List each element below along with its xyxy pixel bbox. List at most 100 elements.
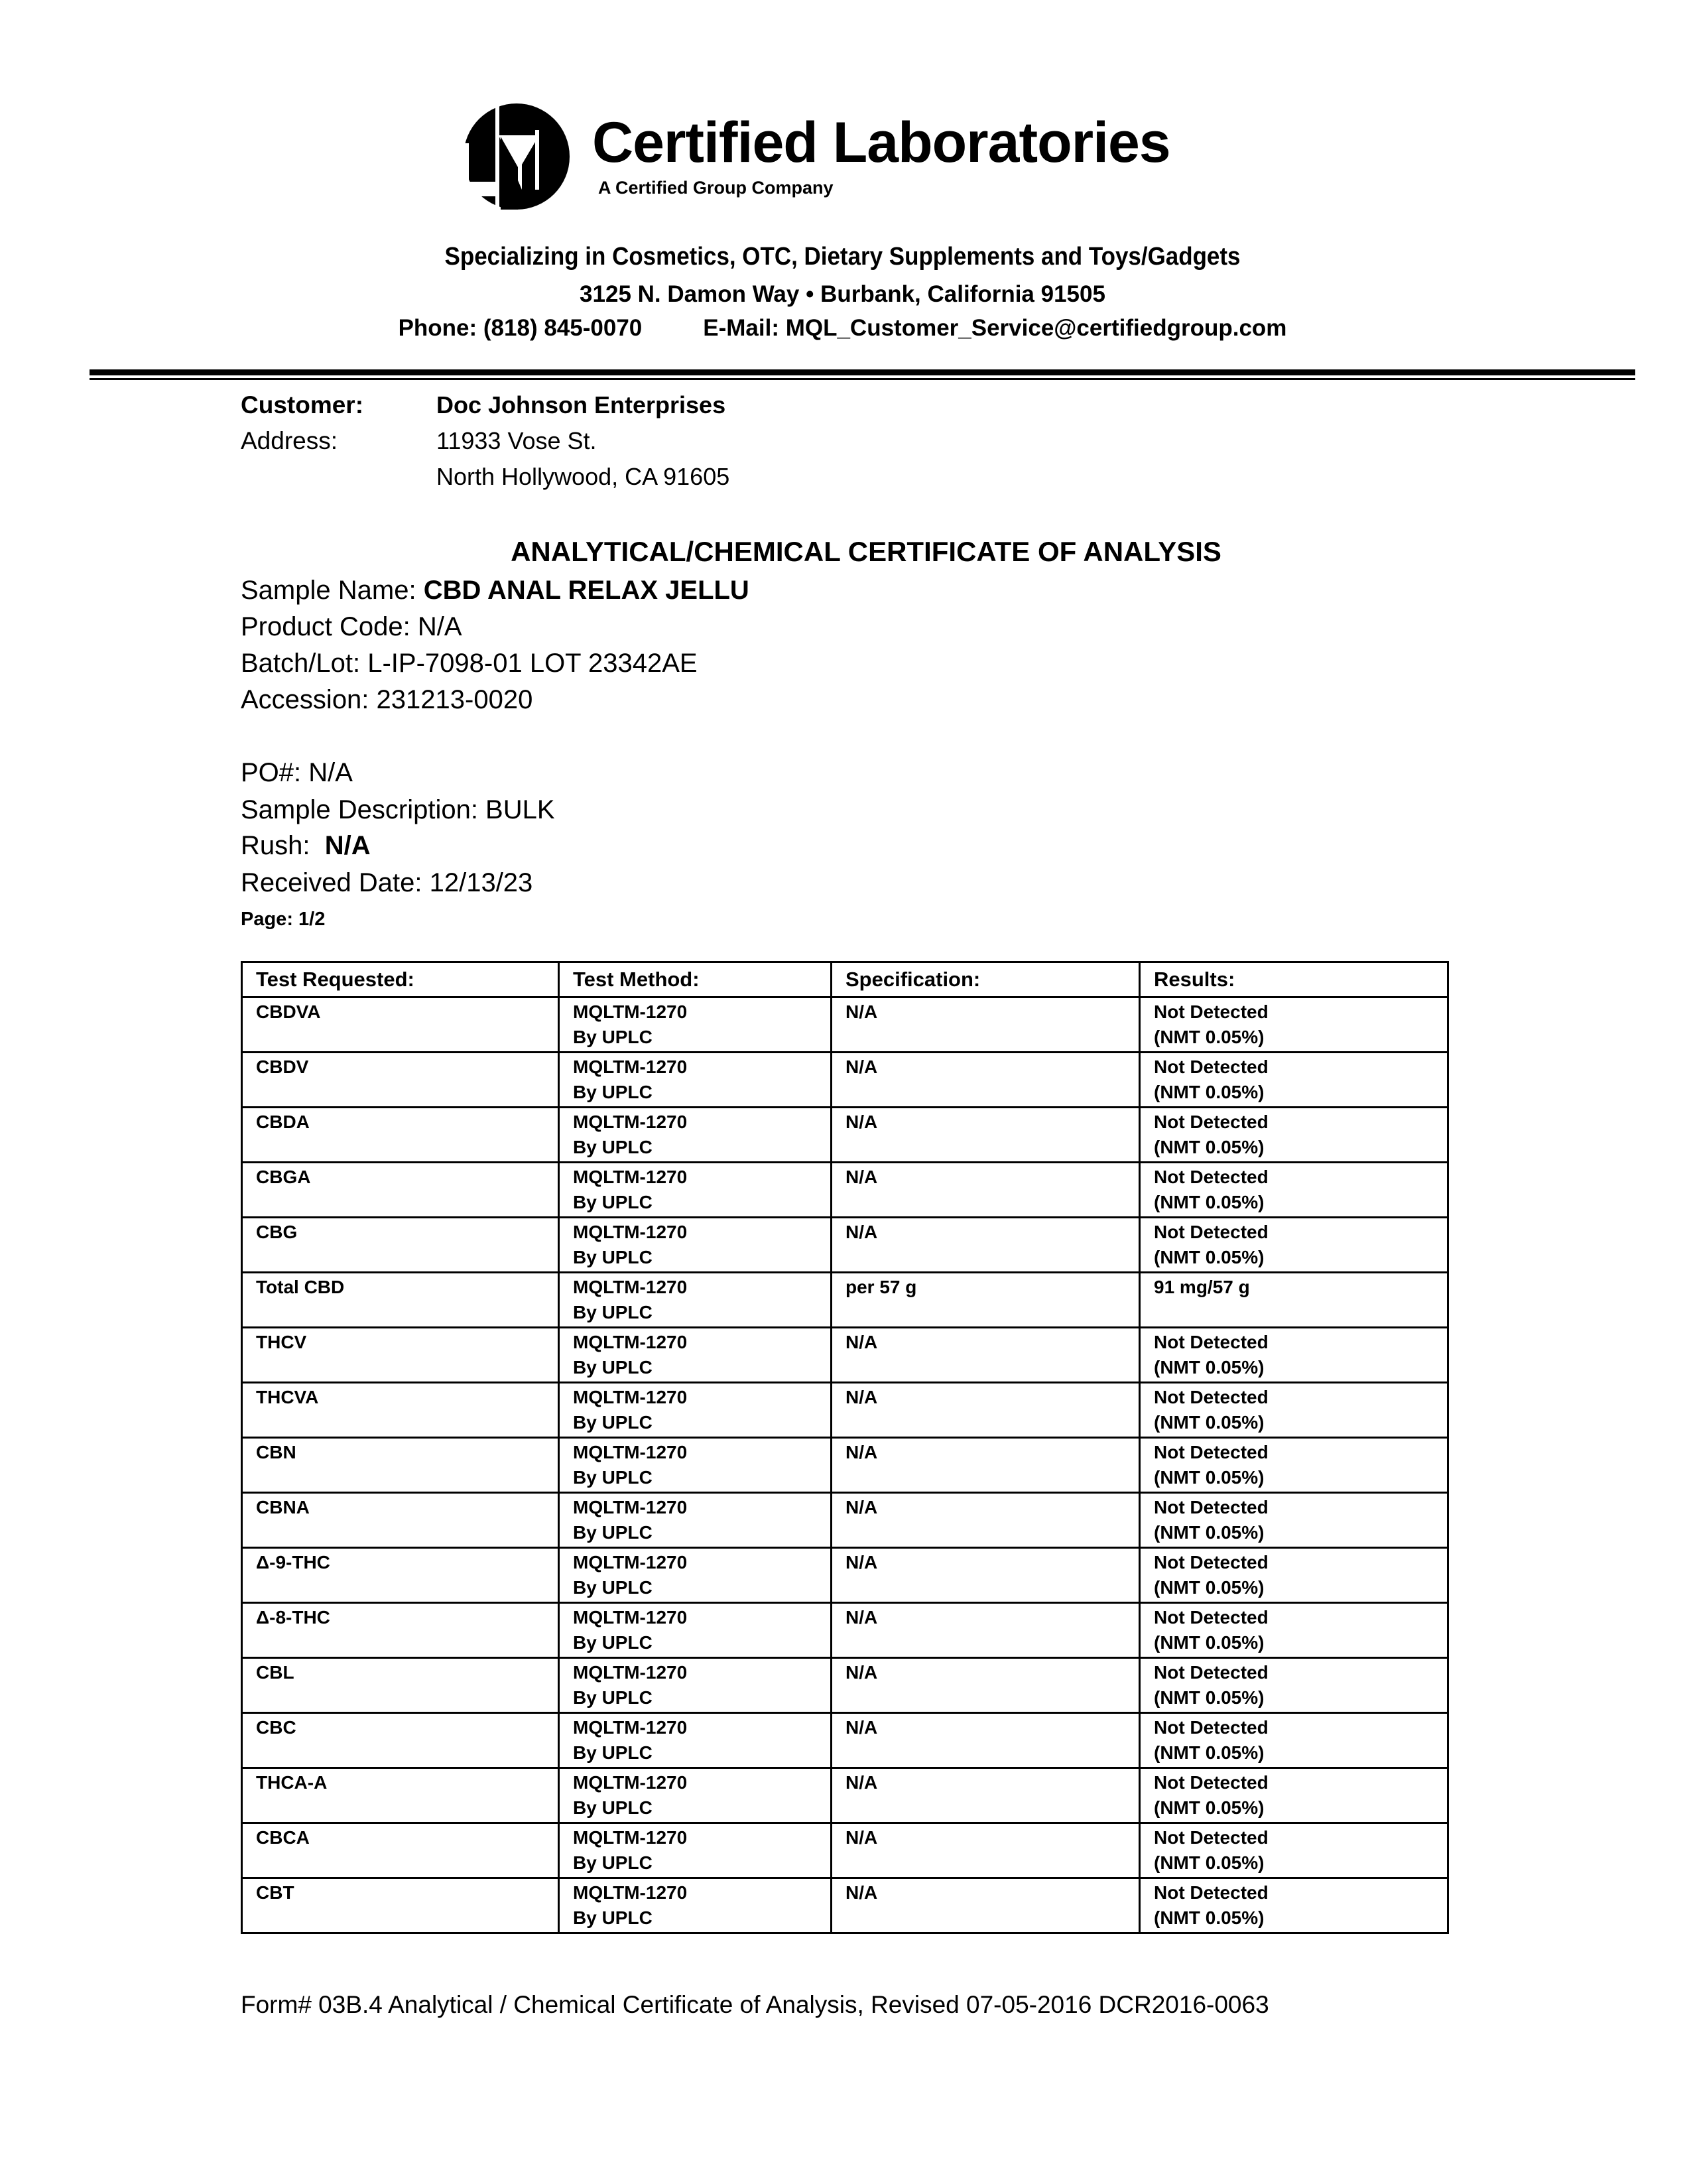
method-code: MQLTM-1270 — [573, 1112, 688, 1132]
cell-result: Not Detected (NMT 0.05%) — [1139, 1326, 1449, 1383]
sample-name: Sample Name: CBD ANAL RELAX JELLU — [241, 576, 749, 606]
cell-method: MQLTM-1270 By UPLC — [558, 1657, 832, 1714]
result-value: Not Detected — [1154, 1332, 1269, 1352]
result-limit: (NMT 0.05%) — [1154, 1467, 1265, 1488]
cell-result: Not Detected (NMT 0.05%) — [1139, 1602, 1449, 1659]
test-name: CBC — [256, 1717, 296, 1738]
method-technique: By UPLC — [573, 1797, 653, 1818]
cell-method: MQLTM-1270 By UPLC — [558, 1492, 832, 1549]
cell-spec: N/A — [830, 1822, 1141, 1879]
cell-test: CBT — [241, 1877, 560, 1934]
lab-email: E-Mail: MQL_Customer_Service@certifiedgr… — [703, 315, 1287, 341]
header-test-method: Test Method: — [558, 961, 832, 998]
result-limit: (NMT 0.05%) — [1154, 1357, 1265, 1378]
cell-spec: N/A — [830, 1877, 1141, 1934]
method-technique: By UPLC — [573, 1742, 653, 1763]
result-value: Not Detected — [1154, 1442, 1269, 1462]
cell-test: CBG — [241, 1216, 560, 1273]
cell-result: Not Detected (NMT 0.05%) — [1139, 1216, 1449, 1273]
method-technique: By UPLC — [573, 1687, 653, 1708]
cell-method: MQLTM-1270 By UPLC — [558, 1602, 832, 1659]
test-name: Δ-9-THC — [256, 1552, 330, 1573]
method-technique: By UPLC — [573, 1357, 653, 1378]
sample-description: Sample Description: BULK — [241, 795, 555, 824]
table-row: CBCA MQLTM-1270 By UPLC N/A Not Detected (NMT… — [241, 1822, 1449, 1879]
cell-test: CBGA — [241, 1161, 560, 1218]
test-name: CBDV — [256, 1057, 309, 1077]
test-name: CBCA — [256, 1827, 310, 1848]
header-divider — [90, 369, 1635, 375]
table-row: THCA-A MQLTM-1270 By UPLC N/A Not Detected (N… — [241, 1767, 1449, 1824]
lab-contact: Phone: (818) 845-0070 E-Mail: MQL_Custome… — [0, 315, 1685, 342]
document-title: ANALYTICAL/CHEMICAL CERTIFICATE OF ANALY… — [511, 536, 1221, 567]
result-value: Not Detected — [1154, 1882, 1269, 1903]
specification: N/A — [845, 1717, 878, 1738]
cell-test: CBC — [241, 1712, 560, 1769]
specification: N/A — [845, 1827, 878, 1848]
test-name: CBL — [256, 1662, 294, 1683]
result-value: Not Detected — [1154, 1662, 1269, 1683]
test-name: Total CBD — [256, 1277, 345, 1297]
address-label: Address: — [241, 427, 338, 454]
cell-spec: N/A — [830, 996, 1141, 1053]
test-name: CBG — [256, 1222, 298, 1242]
customer-label: Customer: — [241, 391, 364, 418]
method-code: MQLTM-1270 — [573, 1827, 688, 1848]
specification: N/A — [845, 1387, 878, 1407]
specification: N/A — [845, 1882, 878, 1903]
cell-test: Δ-9-THC — [241, 1547, 560, 1604]
cell-spec: N/A — [830, 1602, 1141, 1659]
cell-spec: N/A — [830, 1492, 1141, 1549]
method-code: MQLTM-1270 — [573, 1332, 688, 1352]
specification: N/A — [845, 1332, 878, 1352]
result-limit: (NMT 0.05%) — [1154, 1577, 1265, 1598]
cell-method: MQLTM-1270 By UPLC — [558, 1381, 832, 1439]
test-name: THCVA — [256, 1387, 319, 1407]
cell-spec: N/A — [830, 1437, 1141, 1494]
result-value: Not Detected — [1154, 1497, 1269, 1517]
method-code: MQLTM-1270 — [573, 1717, 688, 1738]
result-value: Not Detected — [1154, 1001, 1269, 1022]
lab-specialty: Specializing in Cosmetics, OTC, Dietary … — [444, 243, 1241, 271]
lab-address: 3125 N. Damon Way • Burbank, California … — [580, 281, 1105, 307]
result-value: Not Detected — [1154, 1772, 1269, 1793]
result-limit: (NMT 0.05%) — [1154, 1027, 1265, 1047]
cell-method: MQLTM-1270 By UPLC — [558, 1877, 832, 1934]
method-technique: By UPLC — [573, 1137, 653, 1157]
rush-label: Rush: — [241, 831, 310, 860]
table-row: CBNA MQLTM-1270 By UPLC N/A Not Detected (NMT… — [241, 1492, 1449, 1549]
result-value: Not Detected — [1154, 1827, 1269, 1848]
cell-method: MQLTM-1270 By UPLC — [558, 1822, 832, 1879]
method-code: MQLTM-1270 — [573, 1607, 688, 1628]
result-value: 91 mg/57 g — [1154, 1277, 1250, 1297]
cell-spec: per 57 g — [830, 1271, 1141, 1328]
specification: N/A — [845, 1167, 878, 1187]
brand-name: Certified Laboratories — [592, 111, 1171, 174]
method-code: MQLTM-1270 — [573, 1662, 688, 1683]
certified-laboratories-logo-icon — [461, 103, 570, 210]
cell-test: CBNA — [241, 1492, 560, 1549]
method-code: MQLTM-1270 — [573, 1167, 688, 1187]
cell-result: Not Detected (NMT 0.05%) — [1139, 1712, 1449, 1769]
method-code: MQLTM-1270 — [573, 1277, 688, 1297]
cell-method: MQLTM-1270 By UPLC — [558, 1106, 832, 1163]
result-limit: (NMT 0.05%) — [1154, 1082, 1265, 1102]
cell-spec: N/A — [830, 1161, 1141, 1218]
accession: Accession: 231213-0020 — [241, 685, 533, 714]
result-value: Not Detected — [1154, 1717, 1269, 1738]
method-technique: By UPLC — [573, 1247, 653, 1267]
cell-method: MQLTM-1270 By UPLC — [558, 1437, 832, 1494]
header-divider-thin — [90, 378, 1635, 380]
test-name: THCA-A — [256, 1772, 328, 1793]
specification: N/A — [845, 1497, 878, 1517]
address-line-1: 11933 Vose St. — [436, 427, 597, 454]
table-row: CBT MQLTM-1270 By UPLC N/A Not Detected (NMT … — [241, 1877, 1449, 1934]
cell-method: MQLTM-1270 By UPLC — [558, 1547, 832, 1604]
result-value: Not Detected — [1154, 1552, 1269, 1573]
specification: N/A — [845, 1442, 878, 1462]
method-code: MQLTM-1270 — [573, 1057, 688, 1077]
cell-test: Δ-8-THC — [241, 1602, 560, 1659]
result-value: Not Detected — [1154, 1167, 1269, 1187]
method-technique: By UPLC — [573, 1852, 653, 1873]
customer-value: Doc Johnson Enterprises — [436, 391, 726, 418]
